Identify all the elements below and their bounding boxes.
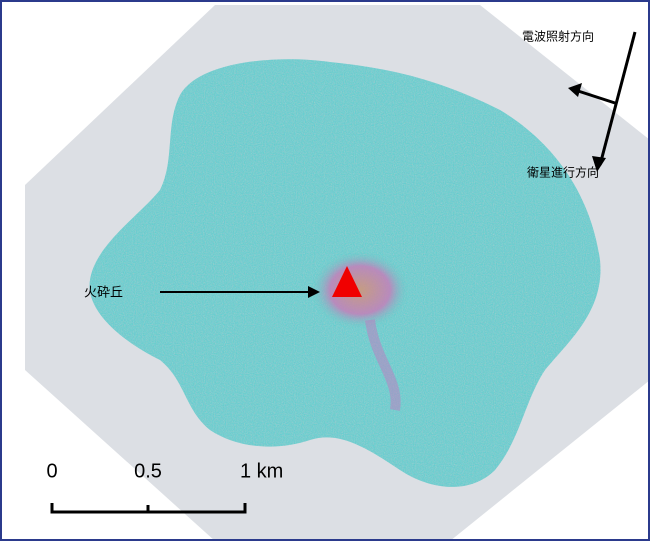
radar-label: 電波照射方向 [522,29,594,44]
cone-label: 火砕丘 [84,286,123,301]
deformation-zone [310,250,410,330]
scale-label: 0 [46,460,57,482]
scale-label: 1 km [240,460,283,482]
satellite-label: 衛星進行方向 [527,165,599,180]
map: 電波照射方向 衛星進行方向 火砕丘 0 0.5 1 km [0,0,650,541]
scale-label: 0.5 [134,460,162,482]
map-view: 電波照射方向 衛星進行方向 火砕丘 0 0.5 1 km [0,0,650,541]
